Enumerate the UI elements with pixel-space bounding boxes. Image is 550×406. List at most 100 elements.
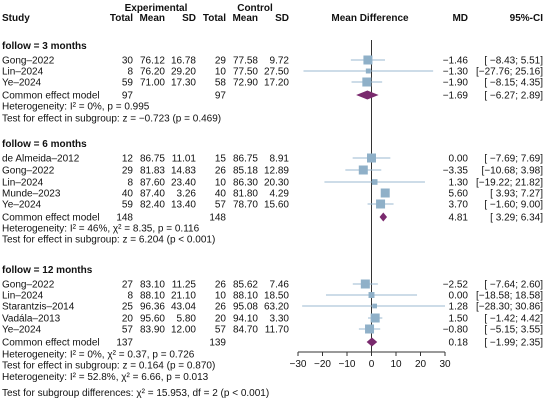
pooled-e-total: 137: [116, 338, 133, 349]
study-md: 0.00: [449, 154, 469, 165]
heterogeneity-text: Heterogeneity: I² = 46%, χ² = 8.35, p = …: [2, 224, 200, 235]
study-box: [363, 55, 373, 65]
study-e-mean: 87.40: [140, 189, 165, 200]
subgroup-2: follow = 6 months de Almeida–2012 12 86.75 1…: [2, 139, 543, 246]
x-axis: −30 −20 −10 0 10 20 30: [290, 351, 451, 370]
study-c-sd: 8.91: [270, 154, 290, 165]
study-row: Ye–2024 57 83.90 12.00 57 84.70 11.70 −0.80 [ −5…: [2, 324, 543, 336]
pooled-ci: [ −6.27; 2.89]: [484, 91, 543, 102]
study-md: −1.46: [443, 56, 469, 67]
pooled-diamond: [356, 90, 379, 100]
study-e-total: 27: [122, 280, 134, 291]
study-ci: [−27.76; 25.16]: [476, 67, 543, 78]
x-tick-label: 10: [390, 359, 402, 370]
study-e-total: 40: [122, 189, 134, 200]
study-row: Vadála–2013 20 95.60 5.80 20 94.10 3.30 1.50 [ −…: [2, 313, 543, 325]
overall-heterogeneity-text-part: Heterogeneity:: [2, 372, 70, 383]
study-e-sd: 23.40: [171, 178, 196, 189]
header-c-sd: SD: [275, 13, 289, 24]
study-box: [372, 303, 377, 309]
study-box: [362, 77, 372, 87]
header-e-total: Total: [110, 13, 133, 24]
study-ci: [−19.22; 21.82]: [476, 178, 543, 189]
x-tick-label: 0: [369, 359, 375, 370]
study-c-mean: 88.10: [233, 291, 258, 302]
study-e-mean: 86.75: [140, 154, 165, 165]
heterogeneity-text-part: I² =: [70, 224, 88, 235]
study-md: −0.80: [443, 325, 469, 336]
study-name: Munde–2023: [2, 189, 61, 200]
study-c-sd: 4.29: [270, 189, 290, 200]
study-e-total: 8: [127, 178, 133, 189]
subgroup-difference-text-part: χ² = 15.953, df = 2 (p < 0.001): [136, 388, 269, 399]
study-md: 1.30: [449, 178, 469, 189]
study-e-mean: 83.10: [140, 280, 165, 291]
study-row: Lin–2024 8 87.60 23.40 10 86.30 20.30 1.30 [−19.…: [2, 178, 543, 189]
header-experimental: Experimental: [125, 3, 188, 14]
study-name: de Almeida–2012: [2, 154, 80, 165]
study-c-mean: 84.70: [233, 325, 258, 336]
study-row: Gong–2022 27 83.10 11.25 26 85.62 7.46 −2.52 [ −…: [2, 279, 543, 291]
study-name: Lin–2024: [2, 291, 44, 302]
study-c-mean: 78.70: [233, 200, 258, 211]
heterogeneity-text-part: Heterogeneity:: [2, 224, 70, 235]
study-e-total: 8: [127, 67, 133, 78]
study-name: Lin–2024: [2, 178, 44, 189]
study-md: −3.35: [443, 166, 469, 177]
study-md: −1.90: [443, 78, 469, 89]
study-c-total: 26: [215, 166, 227, 177]
study-box: [368, 292, 375, 298]
pooled-label: Common effect model: [2, 91, 100, 102]
pooled-e-total: 97: [122, 91, 134, 102]
header-c-mean: Mean: [232, 13, 258, 24]
study-ci: [ −7.69; 7.69]: [484, 154, 543, 165]
study-e-mean: 76.12: [140, 56, 165, 67]
study-c-sd: 20.30: [264, 178, 289, 189]
heterogeneity-text-part: 0%: [87, 350, 102, 361]
subgroup-difference-text: Test for subgroup differences: χ² = 15.9…: [2, 388, 269, 399]
study-e-total: 29: [122, 166, 134, 177]
overall-heterogeneity-text-part: 52.8%: [87, 372, 115, 383]
subgroup-test-text: Test for effect in subgroup: z = 6.204 (…: [2, 235, 215, 246]
study-name: Vadála–2013: [2, 314, 61, 325]
study-name: Gong–2022: [2, 56, 55, 67]
study-e-mean: 87.60: [140, 178, 165, 189]
study-box: [367, 153, 376, 163]
study-c-total: 15: [215, 154, 227, 165]
study-name: Gong–2022: [2, 166, 55, 177]
study-e-sd: 43.04: [171, 302, 196, 313]
study-c-mean: 85.62: [233, 280, 258, 291]
study-md: 5.60: [449, 189, 469, 200]
header-ci: 95%-CI: [510, 13, 544, 24]
study-e-total: 59: [122, 200, 134, 211]
overall-heterogeneity-text: Heterogeneity: I² = 52.8%, χ² = 6.66, p …: [2, 372, 209, 383]
study-box: [380, 188, 390, 198]
study-e-sd: 11.25: [172, 280, 197, 291]
study-e-mean: 76.20: [140, 67, 165, 78]
pooled-c-total: 148: [209, 213, 226, 224]
study-e-sd: 5.80: [177, 314, 197, 325]
x-tick-label: 20: [415, 359, 427, 370]
subgroup-test-text: Test for effect in subgroup: z = −0.723 …: [2, 114, 221, 125]
study-c-total: 20: [215, 314, 227, 325]
study-c-sd: 11.70: [265, 325, 290, 336]
heterogeneity-text-part: 0%: [87, 102, 102, 113]
study-ci: [−18.58; 18.58]: [476, 291, 543, 302]
study-c-total: 57: [215, 200, 227, 211]
study-e-sd: 12.00: [171, 325, 196, 336]
pooled-c-total: 139: [209, 338, 226, 349]
study-c-sd: 3.30: [270, 314, 290, 325]
study-e-total: 57: [122, 325, 134, 336]
study-e-sd: 3.26: [177, 189, 197, 200]
heterogeneity-text-part: ,: [102, 350, 108, 361]
study-md: 1.50: [449, 314, 469, 325]
pooled-diamond: [379, 212, 388, 222]
heterogeneity-text-part: Heterogeneity:: [2, 102, 70, 113]
study-e-sd: 29.20: [171, 67, 196, 78]
study-row: Ye–2024 59 71.00 17.30 58 72.90 17.20 −1.90 [ −8…: [2, 77, 543, 89]
study-row: Munde–2023 40 87.40 3.26 40 81.80 4.29 5.60 [ 3.…: [2, 188, 543, 200]
study-e-sd: 17.30: [171, 78, 196, 89]
study-c-total: 10: [215, 67, 227, 78]
